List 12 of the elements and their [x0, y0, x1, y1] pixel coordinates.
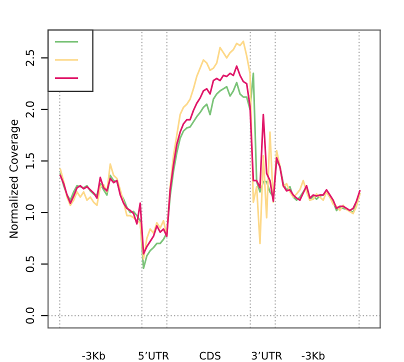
x-tick-label: 5’UTR	[138, 352, 169, 360]
y-tick-label: 0.5	[26, 256, 34, 272]
y-tick-label: 1.5	[26, 153, 34, 169]
x-tick-label: -3Kb	[82, 352, 105, 360]
y-tick-label: 0.0	[26, 308, 34, 324]
y-tick-label: 2.0	[26, 101, 34, 118]
y-tick-label: 2.5	[26, 50, 34, 66]
y-axis-title: Normalized Coverage	[9, 120, 20, 238]
x-tick-label: CDS	[200, 352, 220, 360]
y-tick-label: 1.0	[26, 204, 34, 220]
x-tick-label: -3Kb	[302, 352, 325, 360]
x-tick-label: 3’UTR	[252, 352, 282, 360]
